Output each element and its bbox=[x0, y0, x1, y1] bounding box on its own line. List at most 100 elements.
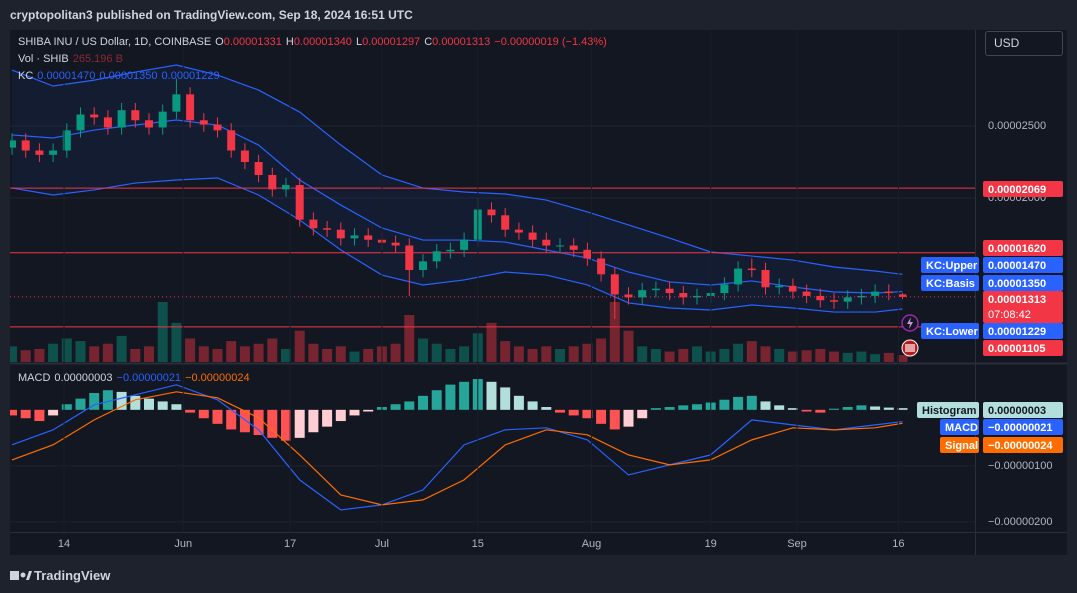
countdown-label: 07:08:42 bbox=[988, 309, 1031, 321]
macd-legend: MACD 0.00000003 −0.00000021 −0.00000024 bbox=[18, 372, 254, 384]
candle-body bbox=[90, 114, 99, 118]
volume-bar bbox=[144, 346, 154, 362]
x-tick-label: Sep bbox=[787, 538, 807, 550]
volume-bar bbox=[185, 338, 196, 362]
level-label: 0.00001620 bbox=[988, 243, 1046, 255]
volume-bar bbox=[500, 341, 511, 362]
candle-body bbox=[802, 291, 811, 296]
histogram-bar bbox=[20, 409, 31, 419]
candle-body bbox=[21, 140, 30, 151]
last-price-box bbox=[983, 291, 1063, 323]
histogram-bar bbox=[486, 381, 497, 410]
volume-bar bbox=[34, 348, 45, 362]
kc-name: KC bbox=[18, 70, 34, 82]
histogram-bar bbox=[856, 405, 867, 410]
candle-body bbox=[788, 285, 797, 292]
histogram-bar bbox=[733, 396, 744, 410]
ohlc-value: 0.00001340 bbox=[293, 36, 352, 48]
volume-bar bbox=[212, 348, 223, 362]
currency-button[interactable]: USD bbox=[985, 31, 1063, 56]
kc-name-label-box bbox=[921, 323, 979, 339]
kc-value: 0.00001350 bbox=[99, 70, 158, 82]
volume-bar bbox=[623, 330, 634, 362]
histogram-bar bbox=[719, 399, 730, 410]
volume-bar bbox=[692, 346, 702, 362]
y-tick-label: 0.00002500 bbox=[988, 120, 1046, 132]
kc-value-label-box bbox=[983, 257, 1063, 273]
candle-body bbox=[569, 245, 578, 250]
candle-body bbox=[62, 130, 71, 151]
volume-bar bbox=[719, 348, 730, 362]
volume-bar bbox=[20, 350, 31, 362]
histogram-bar bbox=[239, 409, 250, 433]
histogram-bar bbox=[185, 409, 196, 413]
histogram-bar bbox=[459, 381, 470, 410]
candle-body bbox=[720, 284, 729, 294]
macd-name-label-box bbox=[940, 437, 979, 453]
histogram-bar bbox=[226, 409, 237, 430]
candle-body bbox=[254, 162, 263, 175]
histogram-bar bbox=[815, 409, 826, 413]
candle-body bbox=[514, 229, 523, 233]
candle-body bbox=[487, 209, 496, 216]
histogram-bar bbox=[883, 407, 894, 410]
histogram-bar bbox=[281, 409, 291, 441]
histogram-bar bbox=[692, 404, 702, 410]
candle-body bbox=[145, 120, 153, 128]
candle-body bbox=[747, 268, 756, 271]
histogram-bar bbox=[48, 409, 59, 416]
candle-body bbox=[761, 270, 770, 288]
volume-bar bbox=[733, 343, 744, 362]
ohlc-key: C bbox=[424, 36, 433, 48]
histogram-bar bbox=[445, 384, 456, 410]
candle-body bbox=[665, 288, 674, 294]
volume-bar bbox=[527, 348, 538, 362]
volume-name: Vol · SHIB bbox=[18, 53, 69, 65]
histogram-bar bbox=[609, 409, 620, 430]
histogram-bar bbox=[513, 395, 524, 410]
kc-value-label: 0.00001470 bbox=[988, 260, 1046, 272]
histogram-bar bbox=[130, 395, 141, 410]
ohlc-key: O bbox=[215, 36, 224, 48]
footer-logo: TradingView bbox=[34, 568, 111, 583]
volume-bar bbox=[801, 350, 812, 362]
histogram-bar bbox=[363, 409, 374, 412]
volume-bar bbox=[335, 346, 346, 362]
histogram-bar bbox=[774, 405, 785, 410]
histogram-bar bbox=[335, 409, 346, 422]
kc-legend: KC 0.00001470 0.00001350 0.00001229 bbox=[18, 70, 224, 82]
ohlc-value: 0.00001297 bbox=[362, 36, 421, 48]
volume-legend: Vol · SHIB 265.196 B bbox=[18, 53, 127, 65]
kc-value-label-box bbox=[983, 275, 1063, 291]
histogram-bar bbox=[34, 409, 45, 422]
macd-value-label: −0.00000024 bbox=[988, 440, 1053, 452]
alert-bolt bbox=[907, 317, 913, 329]
candle-body bbox=[391, 242, 400, 246]
kc-value-label: 0.00001350 bbox=[988, 278, 1046, 290]
x-tick-label: 14 bbox=[58, 538, 70, 550]
volume-bar bbox=[404, 315, 415, 362]
kc-value: 0.00001229 bbox=[161, 70, 220, 82]
histogram-bar bbox=[75, 398, 86, 410]
macd-value-label-box bbox=[983, 419, 1063, 435]
symbol-legend: SHIBA INU / US Dollar, 1D, COINBASE O0.00… bbox=[18, 36, 611, 48]
x-tick-label: 17 bbox=[284, 538, 296, 550]
volume-bar bbox=[89, 346, 100, 362]
histogram-bar bbox=[637, 409, 648, 419]
histogram-bar bbox=[418, 395, 428, 410]
histogram-bar bbox=[267, 409, 278, 438]
volume-bar bbox=[48, 343, 59, 362]
candle-body bbox=[597, 258, 606, 275]
kc-name-label: KC:Upper bbox=[926, 260, 978, 272]
price-pane bbox=[10, 64, 975, 362]
candle-body bbox=[528, 232, 537, 240]
histogram-bar bbox=[253, 409, 264, 436]
volume-bar bbox=[294, 330, 305, 362]
histogram-bar bbox=[541, 407, 552, 410]
volume-bar bbox=[363, 348, 374, 362]
histogram-bar bbox=[801, 409, 812, 412]
candle-body bbox=[131, 110, 140, 121]
candle-body bbox=[734, 268, 743, 285]
candle-body bbox=[624, 294, 633, 298]
kc-name-label: KC:Basis bbox=[926, 278, 975, 290]
